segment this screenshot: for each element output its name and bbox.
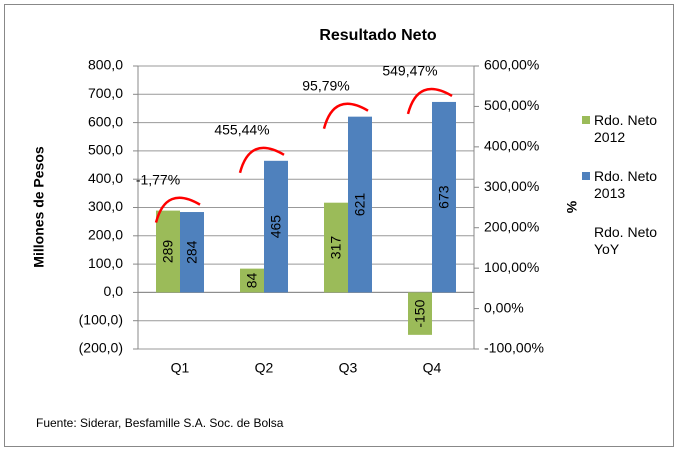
bar-label-group: 289	[160, 240, 176, 264]
y-tick-label: 0,0	[104, 283, 124, 299]
bar-value-label: 284	[184, 240, 200, 264]
y2-tick-label: 200,00%	[484, 218, 539, 234]
y2-tick-label: -100,00%	[484, 340, 544, 356]
legend-label: Rdo. Neto YoY	[594, 224, 658, 257]
yoy-arc	[154, 196, 201, 223]
y2-tick-label: 300,00%	[484, 178, 539, 194]
yoy-label: 549,47%	[382, 63, 437, 79]
bar-label-group: 284	[184, 240, 200, 264]
bar-value-label: 84	[244, 273, 260, 289]
yoy-arc	[238, 146, 285, 174]
y2-axis-title: %	[564, 200, 580, 213]
bar-value-label: 317	[328, 236, 344, 260]
y2-tick-label: 600,00%	[484, 57, 539, 73]
chart-title: Resultado Neto	[319, 27, 437, 44]
x-tick-label: Q2	[255, 360, 274, 376]
bar-value-label: 289	[160, 240, 176, 264]
y-tick-label: 100,0	[88, 255, 123, 271]
bar-value-label: 621	[352, 193, 368, 217]
chart-frame	[4, 4, 674, 447]
bar	[324, 202, 348, 293]
yoy-label: 95,79%	[302, 77, 349, 93]
y-axis-title: Millones de Pesos	[31, 146, 47, 268]
source-note: Fuente: Siderar, Besfamille S.A. Soc. de…	[36, 416, 284, 430]
legend-swatch	[582, 172, 590, 180]
bar-label-group: 465	[268, 215, 284, 239]
bar	[240, 268, 264, 293]
bar	[180, 212, 204, 293]
y-tick-label: (200,0)	[79, 340, 123, 356]
y2-tick-label: 500,00%	[484, 97, 539, 113]
x-tick-label: Q1	[171, 360, 190, 376]
bar-label-group: 317	[328, 236, 344, 260]
yoy-label: 455,44%	[214, 122, 269, 138]
bar	[348, 116, 372, 293]
y2-tick-label: 0,00%	[484, 299, 524, 315]
y-tick-label: 700,0	[88, 85, 123, 101]
legend-label: Rdo. Neto 2012	[594, 112, 658, 145]
y-tick-label: 600,0	[88, 113, 123, 129]
y-tick-label: (100,0)	[79, 311, 123, 327]
bar	[408, 292, 432, 335]
legend-swatch	[582, 116, 590, 124]
bar	[432, 101, 456, 293]
y2-tick-label: 400,00%	[484, 138, 539, 154]
x-tick-label: Q4	[423, 360, 442, 376]
yoy-arc	[322, 102, 369, 129]
y2-tick-label: 100,00%	[484, 259, 539, 275]
y-tick-label: 500,0	[88, 142, 123, 158]
bar-value-label: -150	[412, 299, 428, 327]
bar-label-group: 673	[436, 185, 452, 209]
y-tick-label: 300,0	[88, 198, 123, 214]
x-tick-label: Q3	[339, 360, 358, 376]
y-tick-label: 200,0	[88, 227, 123, 243]
y-tick-label: 800,0	[88, 57, 123, 73]
bar-label-group: 621	[352, 193, 368, 217]
yoy-label: -1,77%	[136, 171, 180, 187]
bar-label-group: -150	[412, 299, 428, 327]
y-tick-label: 400,0	[88, 170, 123, 186]
bar	[156, 210, 180, 293]
bar-value-label: 465	[268, 215, 284, 239]
bar-label-group: 84	[244, 273, 260, 289]
legend-label: Rdo. Neto 2013	[594, 168, 658, 201]
bar	[264, 160, 288, 293]
bar-value-label: 673	[436, 185, 452, 209]
yoy-arc	[406, 87, 453, 115]
